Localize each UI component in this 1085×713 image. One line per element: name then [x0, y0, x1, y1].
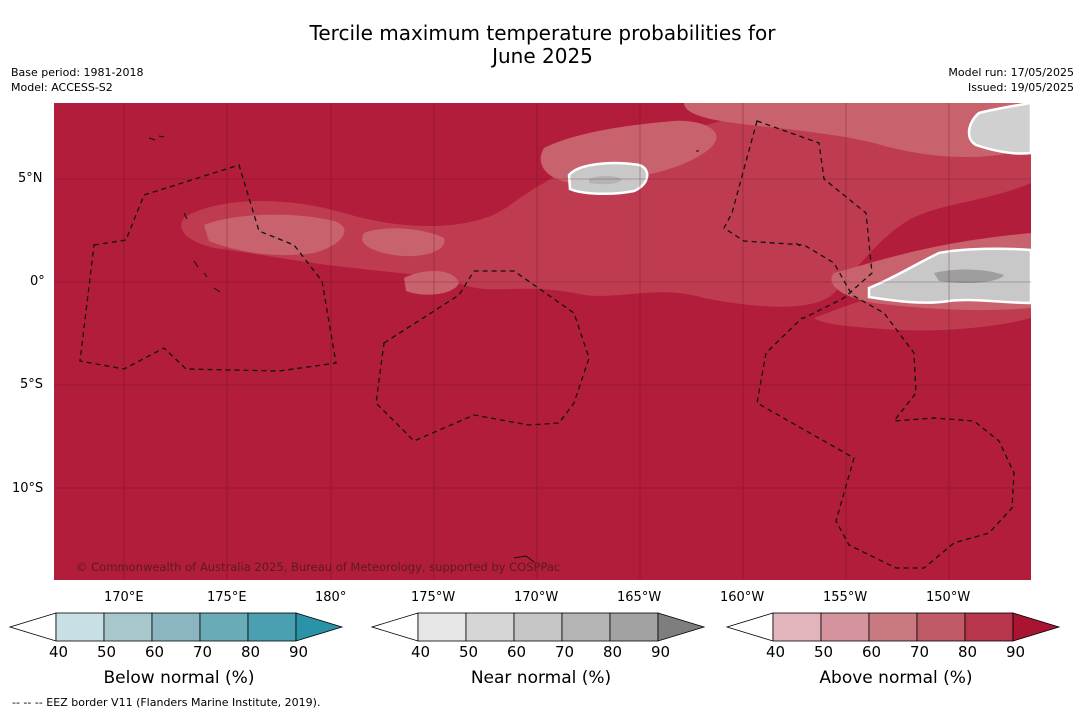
tick-near-70: 70 [555, 643, 575, 661]
tick-above-90: 90 [1006, 643, 1026, 661]
near-colorbar-extend-high [657, 612, 706, 642]
near-colorbar-segment-2 [465, 612, 515, 642]
model-name: Model: ACCESS-S2 [11, 81, 113, 94]
below-colorbar-segment-3 [151, 612, 201, 642]
tick-above-50: 50 [814, 643, 834, 661]
below-colorbar-extend-high [295, 612, 344, 642]
eez-borders [79, 120, 1015, 569]
colorbar-below [8, 612, 344, 642]
tick-below-50: 50 [97, 643, 117, 661]
meta-right: Model run: 17/05/2025 Issued: 19/05/2025 [948, 65, 1074, 95]
colorbar-near-label: Near normal (%) [470, 668, 612, 688]
lat-label-10s: 10°S [12, 481, 44, 496]
lat-label-5n: 5°N [18, 171, 43, 186]
tick-near-40: 40 [411, 643, 431, 661]
title-line-1: Tercile maximum temperature probabilitie… [309, 21, 776, 45]
eez-legend-note: -- -- -- EEZ border V11 (Flanders Marine… [12, 696, 321, 709]
below-colorbar-segment-5 [247, 612, 297, 642]
tick-below-60: 60 [145, 643, 165, 661]
tick-above-60: 60 [862, 643, 882, 661]
eez-kiribati [723, 120, 1015, 569]
near-colorbar-extend-low [370, 612, 419, 642]
colorbar-below-label: Below normal (%) [103, 668, 255, 688]
map-credit: © Commonwealth of Australia 2025, Bureau… [76, 560, 560, 574]
above-colorbar-segment-5 [964, 612, 1014, 642]
map-title: Tercile maximum temperature probabilitie… [0, 22, 1085, 68]
below-colorbar-segment-4 [199, 612, 249, 642]
lon-label-165w: 165°W [617, 590, 662, 605]
tick-near-90: 90 [651, 643, 671, 661]
lat-label-0: 0° [30, 274, 45, 289]
above-colorbar-segment-2 [820, 612, 870, 642]
tick-below-70: 70 [193, 643, 213, 661]
lat-label-5s: 5°S [20, 377, 44, 392]
tick-below-90: 90 [289, 643, 309, 661]
eez-tokelau [375, 270, 590, 442]
above-colorbar-extend-high [1012, 612, 1061, 642]
tick-above-70: 70 [910, 643, 930, 661]
tick-above-80: 80 [958, 643, 978, 661]
tick-below-80: 80 [241, 643, 261, 661]
tick-near-50: 50 [459, 643, 479, 661]
tick-near-60: 60 [507, 643, 527, 661]
near-colorbar-segment-4 [561, 612, 611, 642]
below-colorbar-extend-low [8, 612, 57, 642]
near-colorbar-segment-5 [609, 612, 659, 642]
title-line-2: June 2025 [492, 44, 593, 68]
colorbar-above [725, 612, 1061, 642]
issued-date: Issued: 19/05/2025 [967, 81, 1074, 94]
lon-label-175e: 175°E [207, 590, 247, 605]
lon-label-170w: 170°W [514, 590, 559, 605]
contour-near-60-ne [967, 103, 1031, 155]
lon-label-180: 180° [315, 590, 347, 605]
tick-near-80: 80 [603, 643, 623, 661]
lon-label-150w: 150°W [926, 590, 971, 605]
lon-label-170e: 170°E [104, 590, 144, 605]
below-colorbar-segment-2 [103, 612, 153, 642]
near-colorbar-segment-3 [513, 612, 563, 642]
above-colorbar-segment-1 [772, 612, 822, 642]
lon-label-155w: 155°W [823, 590, 868, 605]
eez-tuvalu [79, 164, 337, 372]
contour-near-80-east [934, 269, 1004, 283]
meta-left: Base period: 1981-2018 Model: ACCESS-S2 [11, 65, 143, 95]
base-period: Base period: 1981-2018 [11, 66, 144, 79]
above-colorbar-segment-4 [916, 612, 966, 642]
tick-above-40: 40 [766, 643, 786, 661]
above-colorbar-extend-low [725, 612, 774, 642]
tick-below-40: 40 [49, 643, 69, 661]
colorbar-near [370, 612, 706, 642]
near-colorbar-segment-1 [417, 612, 467, 642]
colorbar-above-label: Above normal (%) [819, 668, 973, 688]
above-colorbar-segment-3 [868, 612, 918, 642]
model-run: Model run: 17/05/2025 [948, 66, 1074, 79]
contour-near-70-north [589, 176, 622, 185]
below-colorbar-segment-1 [55, 612, 105, 642]
probability-map: © Commonwealth of Australia 2025, Bureau… [54, 103, 1031, 580]
contour-above-80 [181, 103, 1031, 307]
graticule [54, 103, 1031, 580]
lon-label-160w: 160°W [720, 590, 765, 605]
islands [148, 135, 801, 563]
lon-label-175w: 175°W [411, 590, 456, 605]
